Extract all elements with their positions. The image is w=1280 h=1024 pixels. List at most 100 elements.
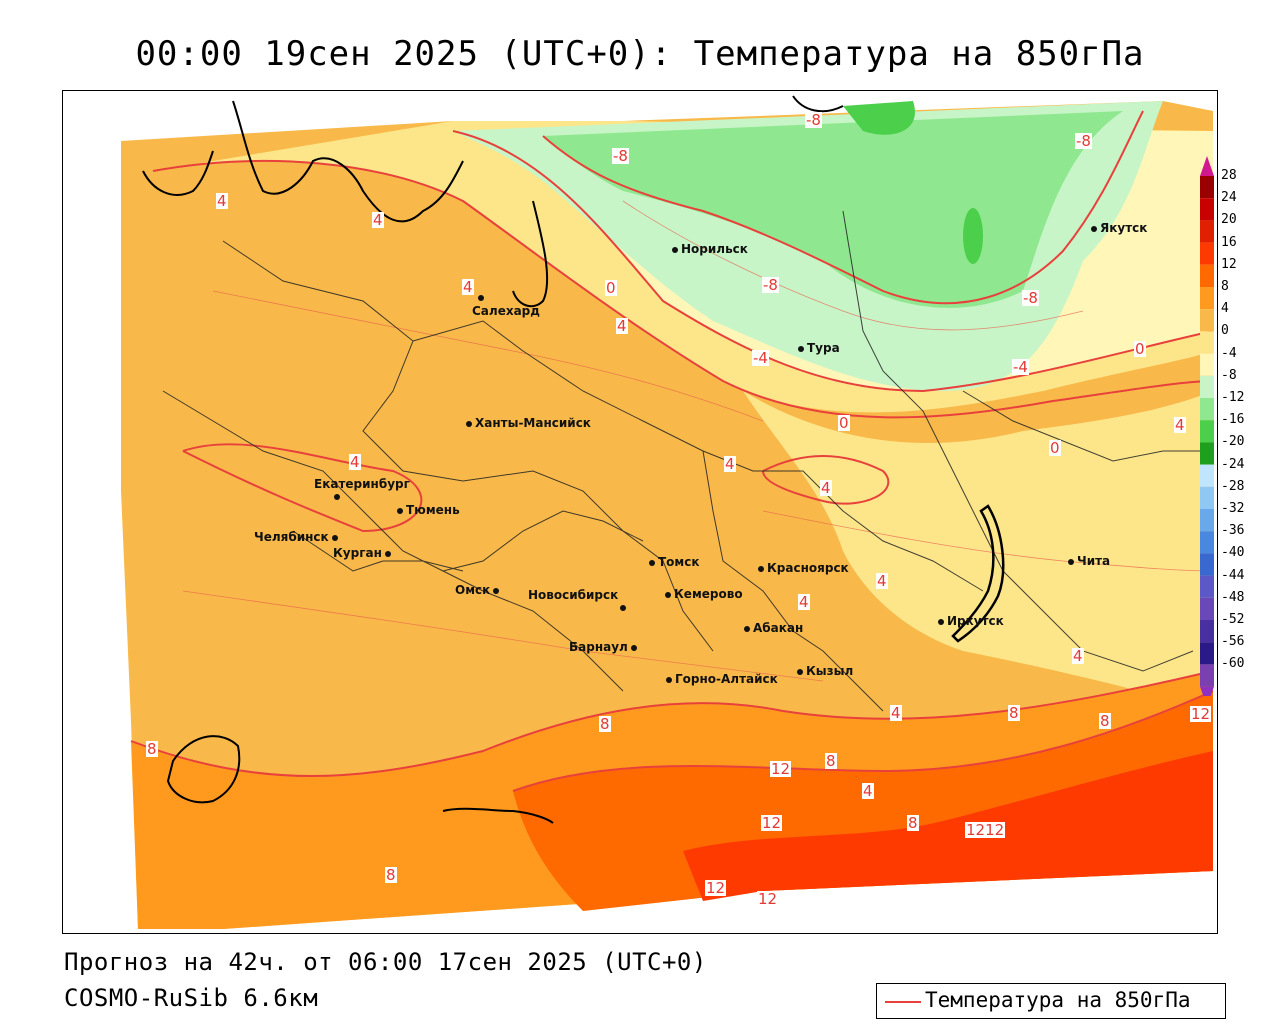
city-label: Тура — [807, 341, 840, 355]
colorbar-tick-label: -4 — [1221, 345, 1237, 361]
isoline-label: 4 — [372, 211, 384, 229]
city-dot-icon — [331, 534, 338, 541]
city-dot-icon — [334, 493, 340, 500]
lake-aral — [166, 735, 241, 804]
colorbar-cell — [1200, 553, 1214, 576]
city-marker: Челябинск — [254, 530, 341, 544]
city-marker: Чита — [1068, 554, 1110, 568]
isoline-label: 12 — [1190, 705, 1212, 723]
city-label: Абакан — [753, 621, 804, 635]
colorbar-tick-label: -52 — [1221, 612, 1245, 627]
colorbar-tick-label: -32 — [1221, 501, 1245, 516]
colorbar-tick-label: -12 — [1221, 390, 1245, 405]
colorbar-tick-label: 16 — [1221, 234, 1237, 250]
city-marker — [334, 489, 343, 503]
city-label: Горно-Алтайск — [675, 672, 778, 686]
colorbar-tick-label: 12 — [1221, 256, 1237, 272]
colorbar-tick-label: 4 — [1221, 301, 1229, 317]
city-marker: Норильск — [672, 242, 748, 256]
city-marker — [478, 290, 487, 304]
map-canvas — [121, 95, 1214, 929]
isoline-label: 12 — [761, 814, 783, 832]
region-borders — [162, 210, 1213, 712]
zone-yellow-east — [743, 391, 1213, 711]
isoline-label: 4 — [349, 453, 361, 471]
isoline-label: 4 — [616, 317, 628, 335]
colorbar-tick-label: -28 — [1221, 478, 1245, 494]
isoline-label: 4 — [1072, 647, 1084, 665]
isoline-label: -8 — [612, 147, 629, 165]
city-marker: Абакан — [744, 621, 803, 635]
city-marker: Томск — [649, 555, 700, 569]
isoline-label: 12 — [757, 890, 779, 908]
isoline-label: -4 — [1012, 358, 1029, 376]
temperature-map — [62, 90, 1218, 934]
city-label: Кызыл — [806, 664, 854, 678]
city-dot-icon — [938, 618, 944, 625]
city-marker: Барнаул — [569, 640, 640, 654]
zone-coldest-spot — [963, 208, 983, 264]
colorbar-cell — [1200, 442, 1214, 465]
zone-hottest-south — [683, 751, 1213, 901]
city-dot-icon — [620, 604, 626, 611]
isoline-label: -8 — [762, 276, 779, 294]
city-label: Красноярск — [767, 561, 849, 575]
colorbar-tick-label: -60 — [1221, 656, 1245, 672]
colorbar-cell — [1200, 220, 1214, 243]
colorbar-cell — [1200, 398, 1214, 421]
colorbar-cell — [1200, 309, 1214, 332]
city-label: Томск — [658, 555, 700, 569]
city-dot-icon — [758, 565, 764, 572]
city-dot-icon — [744, 625, 750, 632]
city-marker: Тюмень — [397, 503, 460, 517]
city-dot-icon — [666, 676, 672, 683]
isoline-label: 4 — [862, 782, 874, 800]
colorbar-cell — [1200, 642, 1214, 665]
city-label: Барнаул — [569, 640, 628, 654]
colorbar-cell — [1200, 264, 1214, 287]
city-marker — [620, 600, 629, 614]
isoline-label: 8 — [907, 814, 919, 832]
isoline-label: 8 — [825, 752, 837, 770]
city-dot-icon — [1091, 225, 1097, 232]
isoline-label: 4 — [1174, 416, 1186, 434]
map-title: 00:00 19сен 2025 (UTC+0): Температура на… — [135, 34, 1145, 74]
city-marker: Якутск — [1091, 221, 1147, 235]
city-label: Челябинск — [254, 530, 329, 544]
colorbar-tick-label: -20 — [1221, 434, 1245, 450]
isoline-label: 0 — [605, 279, 617, 297]
city-label: Кемерово — [674, 587, 743, 601]
colorbar-cell — [1200, 664, 1214, 687]
city-label: Курган — [333, 546, 382, 560]
lake-baikal — [951, 504, 1005, 643]
isoline-label: -8 — [1022, 289, 1039, 307]
city-dot-icon — [649, 559, 655, 566]
city-label: Тюмень — [406, 503, 460, 517]
isoline-label: 8 — [146, 740, 158, 758]
map-legend: Температура на 850гПа — [876, 983, 1226, 1019]
isoline-label: 1212 — [965, 821, 1006, 839]
city-marker: Горно-Алтайск — [666, 672, 778, 686]
isoline-label: 8 — [385, 866, 397, 884]
city-dot-icon — [1068, 558, 1074, 565]
forecast-info: Прогноз на 42ч. от 06:00 17сен 2025 (UTC… — [64, 948, 707, 976]
city-dot-icon — [797, 668, 803, 675]
colorbar-cell — [1200, 353, 1214, 376]
colorbar-tick-label: -44 — [1221, 567, 1245, 583]
colorbar-cell — [1200, 242, 1214, 265]
isoline-label: 4 — [876, 572, 888, 590]
colorbar-tick-label: 20 — [1221, 212, 1237, 228]
colorbar-cell — [1200, 287, 1214, 310]
colorbar-cell — [1200, 531, 1214, 554]
colorbar-bottom-arrow — [1200, 686, 1214, 696]
city-marker: Тура — [798, 341, 840, 355]
colorbar-cell — [1200, 620, 1214, 643]
city-label: Иркутск — [947, 614, 1004, 628]
zone-coldest — [843, 101, 915, 135]
temperature-colorbar — [1200, 156, 1214, 696]
isoline-label: 8 — [1099, 712, 1111, 730]
isoline-label: 12 — [770, 760, 792, 778]
city-label: Екатеринбург — [314, 477, 410, 491]
isoline-label: 12 — [705, 879, 727, 897]
colorbar-tick-label: 0 — [1221, 323, 1229, 339]
